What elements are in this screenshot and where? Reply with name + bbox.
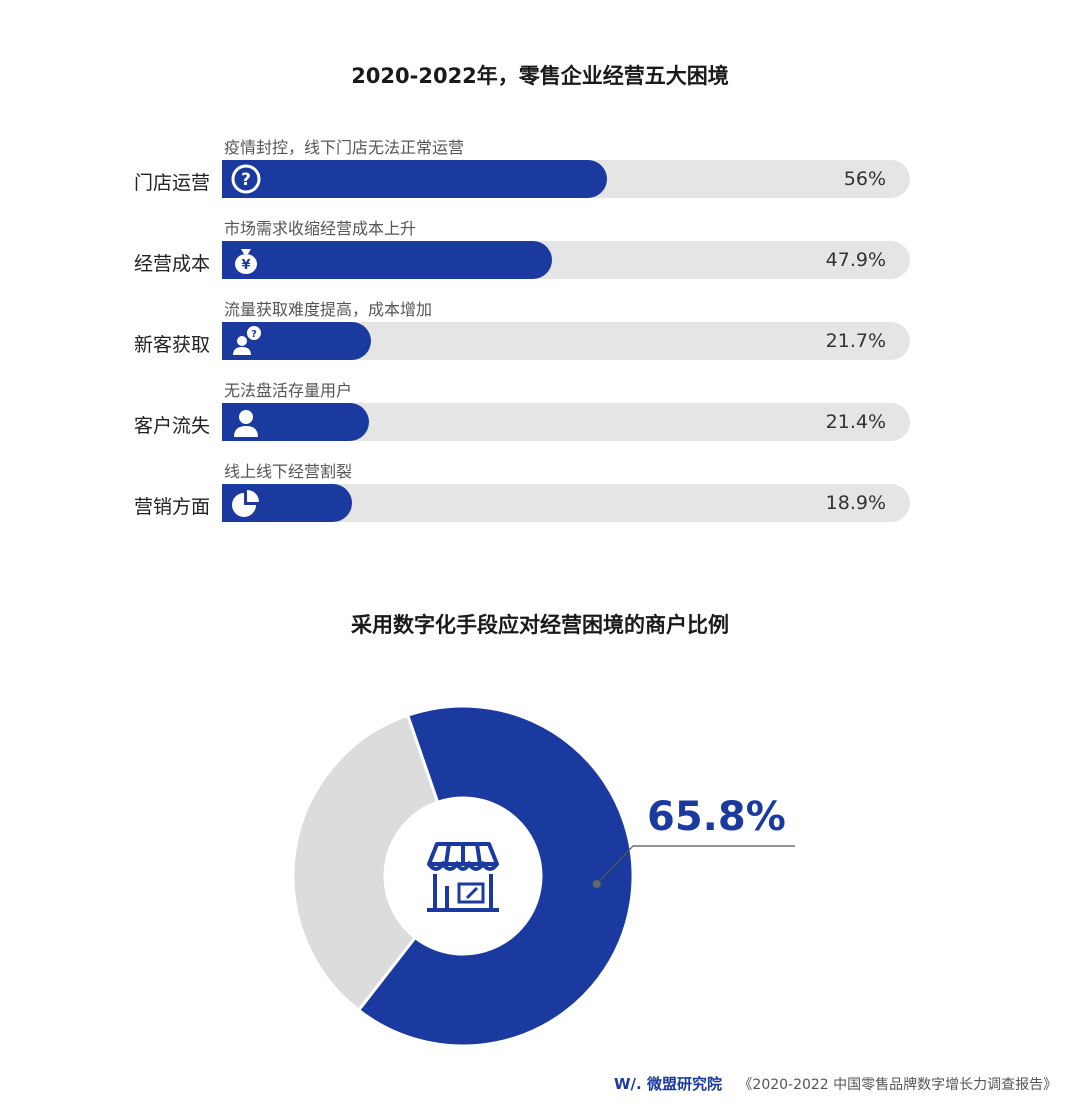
bar-category-label: 营销方面 [133,496,210,518]
bar-value-label: 21.4% [825,411,886,433]
footer-logo: W/. 微盟研究院 [614,1075,722,1093]
user-question-icon: ? [233,326,261,355]
bar-row: 线上线下经营割裂 营销方面 18.9% [0,458,1080,538]
svg-text:¥: ¥ [241,258,250,273]
bar-category-label: 新客获取 [133,334,210,356]
leader-dot [592,880,601,889]
bar-description: 疫情封控，线下门店无法正常运营 [224,138,465,157]
bar: ¥ [222,241,552,279]
donut-slice [291,713,440,1013]
donut-slice [356,704,635,1048]
store-icon [427,842,499,912]
bar-category-label: 经营成本 [133,253,210,275]
bar-value-label: 18.9% [825,492,886,514]
bar-value-label: 21.7% [825,330,886,352]
bar-track: ? 21.7% [222,322,910,360]
bar-row: 市场需求收缩经营成本上升 经营成本 ¥47.9% [0,215,1080,295]
bar: ? [222,322,371,360]
bar-track: ? 56% [222,160,910,198]
bar-description: 线上线下经营割裂 [224,462,353,481]
bar [222,403,369,441]
leader-line [596,845,795,885]
footer: W/. 微盟研究院 《2020-2022 中国零售品牌数字增长力调查报告》 [614,1073,1057,1094]
bar-description: 无法盘活存量用户 [224,381,353,400]
bar-row: 疫情封控，线下门店无法正常运营 门店运营? 56% [0,134,1080,214]
donut-chart-title: 采用数字化手段应对经营困境的商户比例 [351,613,729,637]
bar-description: 市场需求收缩经营成本上升 [224,219,417,238]
svg-text:?: ? [251,329,257,340]
bar-track: ¥47.9% [222,241,910,279]
question-icon: ? [231,164,261,194]
bar-track: 21.4% [222,403,910,441]
svg-text:?: ? [241,170,251,190]
bar-chart-title: 2020-2022年，零售企业经营五大困境 [351,64,729,88]
bar-category-label: 客户流失 [133,415,210,437]
pie-chart-icon [232,490,259,517]
bar-track: 18.9% [222,484,910,522]
bar-value-label: 47.9% [825,249,886,271]
money-bag-icon: ¥ [235,249,257,274]
bar [222,484,352,522]
bar-row: 流量获取难度提高，成本增加 新客获取? 21.7% [0,296,1080,376]
bar-description: 流量获取难度提高，成本增加 [224,300,433,319]
donut-value-label: 65.8% [647,794,786,840]
bar-value-label: 56% [843,168,886,190]
bar-row: 无法盘活存量用户 客户流失 21.4% [0,377,1080,457]
footer-report-title: 《2020-2022 中国零售品牌数字增长力调查报告》 [738,1077,1058,1093]
bar: ? [222,160,607,198]
user-icon [234,410,258,437]
bar-category-label: 门店运营 [133,172,210,194]
